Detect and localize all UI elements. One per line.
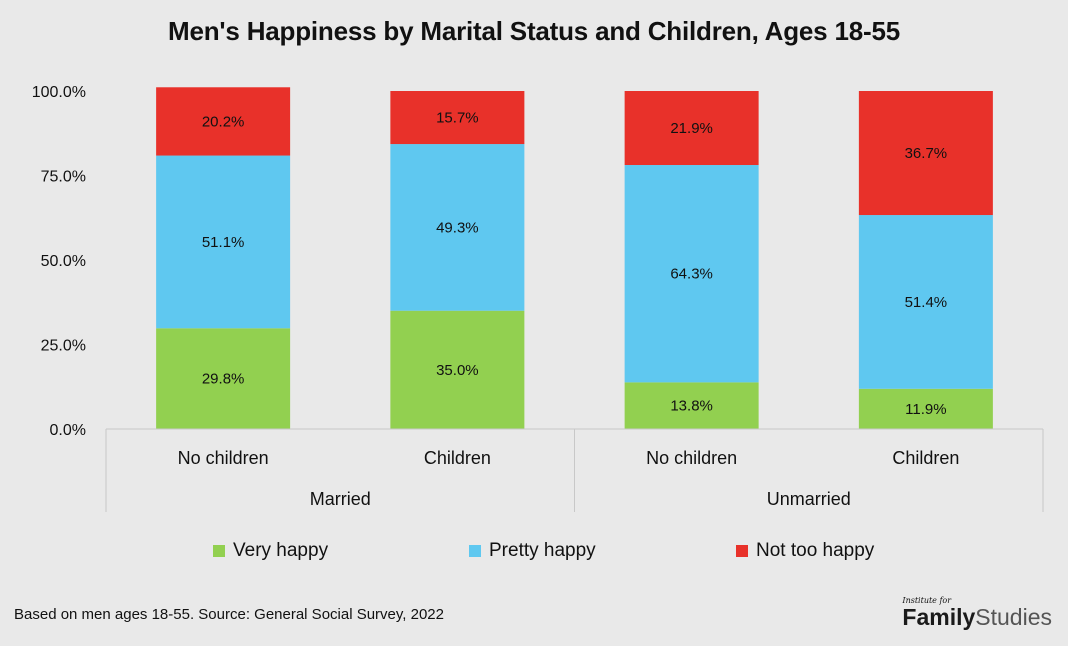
y-tick-label: 50.0%	[41, 253, 86, 270]
data-label: 13.8%	[670, 398, 713, 415]
legend-label: Not too happy	[756, 540, 875, 561]
bar-segment	[858, 388, 993, 429]
data-label: 29.8%	[202, 371, 245, 388]
legend-label: Very happy	[233, 540, 329, 561]
legend-swatch-very-happy	[213, 545, 225, 557]
brand-name-regular: Studies	[975, 604, 1052, 630]
legend-swatch-not-too-happy	[736, 545, 748, 557]
x-tick-label: Children	[892, 448, 959, 468]
bar-segment	[858, 215, 993, 389]
brand-logo: Institute for FamilyStudies	[902, 596, 1052, 631]
bar-segment	[156, 328, 291, 429]
data-label: 15.7%	[436, 110, 479, 127]
data-label: 21.9%	[670, 120, 713, 137]
bar-segment	[624, 165, 759, 383]
y-tick-label: 100.0%	[32, 84, 86, 101]
bar-segment	[390, 144, 525, 311]
x-tick-label: No children	[178, 448, 269, 468]
data-label: 36.7%	[905, 145, 948, 162]
y-tick-label: 25.0%	[41, 338, 86, 355]
bar-segment	[156, 87, 291, 156]
data-label: 51.1%	[202, 234, 245, 251]
data-label: 35.0%	[436, 362, 479, 379]
legend-item-not-too-happy: Not too happy	[736, 540, 874, 562]
brand-small-text: Institute for	[902, 596, 952, 605]
bar-segment	[624, 91, 759, 166]
data-label: 11.9%	[905, 401, 946, 418]
bar-segment	[858, 91, 993, 216]
x-tick-label: Children	[424, 448, 491, 468]
bar-segment	[390, 310, 525, 429]
legend-item-pretty-happy: Pretty happy	[469, 540, 596, 562]
brand-name: FamilyStudies	[902, 604, 1052, 631]
y-tick-label: 75.0%	[41, 169, 86, 186]
bar-segment	[390, 91, 525, 145]
data-label: 51.4%	[905, 294, 948, 311]
source-note: Based on men ages 18-55. Source: General…	[14, 606, 444, 623]
legend-swatch-pretty-happy	[469, 545, 481, 557]
data-label: 64.3%	[670, 266, 713, 283]
brand-name-bold: Family	[902, 604, 976, 630]
legend: Very happy Pretty happy Not too happy	[0, 540, 1068, 566]
legend-item-very-happy: Very happy	[213, 540, 328, 562]
chart-title: Men's Happiness by Marital Status and Ch…	[168, 16, 900, 46]
bar-segment	[624, 382, 759, 429]
x-tick-label: No children	[646, 448, 737, 468]
x-group-label: Married	[310, 489, 371, 509]
bar-segment	[156, 155, 291, 329]
legend-label: Pretty happy	[489, 540, 596, 561]
y-tick-label: 0.0%	[50, 422, 86, 439]
data-label: 20.2%	[202, 113, 245, 130]
x-group-label: Unmarried	[767, 489, 851, 509]
data-label: 49.3%	[436, 219, 479, 236]
